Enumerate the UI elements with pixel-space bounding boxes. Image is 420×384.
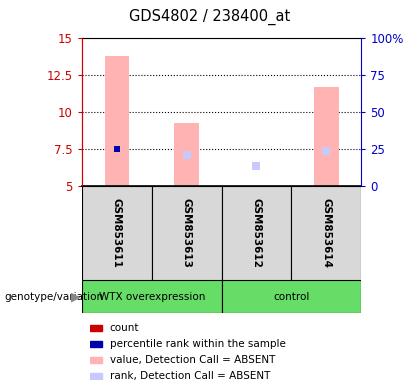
Text: count: count bbox=[110, 323, 139, 333]
Text: GDS4802 / 238400_at: GDS4802 / 238400_at bbox=[129, 9, 291, 25]
Text: value, Detection Call = ABSENT: value, Detection Call = ABSENT bbox=[110, 355, 275, 365]
Text: genotype/variation: genotype/variation bbox=[4, 291, 103, 302]
Bar bbox=[291, 186, 361, 280]
Text: rank, Detection Call = ABSENT: rank, Detection Call = ABSENT bbox=[110, 371, 270, 381]
Text: WTX overexpression: WTX overexpression bbox=[99, 291, 205, 302]
Text: GSM853612: GSM853612 bbox=[252, 199, 262, 268]
Text: control: control bbox=[273, 291, 310, 302]
Bar bbox=[105, 56, 129, 186]
Bar bbox=[244, 185, 269, 186]
Text: GSM853614: GSM853614 bbox=[321, 198, 331, 268]
Bar bbox=[90, 357, 102, 363]
Bar bbox=[222, 186, 291, 280]
Text: GSM853611: GSM853611 bbox=[112, 199, 122, 268]
Bar bbox=[82, 280, 222, 313]
Bar bbox=[314, 87, 339, 186]
Bar bbox=[90, 341, 102, 347]
Bar bbox=[82, 186, 152, 280]
Bar bbox=[174, 122, 199, 186]
Bar bbox=[90, 325, 102, 331]
Text: ▶: ▶ bbox=[71, 290, 81, 303]
Bar bbox=[222, 280, 361, 313]
Text: GSM853613: GSM853613 bbox=[181, 199, 192, 268]
Bar bbox=[90, 372, 102, 379]
Bar bbox=[152, 186, 222, 280]
Text: percentile rank within the sample: percentile rank within the sample bbox=[110, 339, 286, 349]
